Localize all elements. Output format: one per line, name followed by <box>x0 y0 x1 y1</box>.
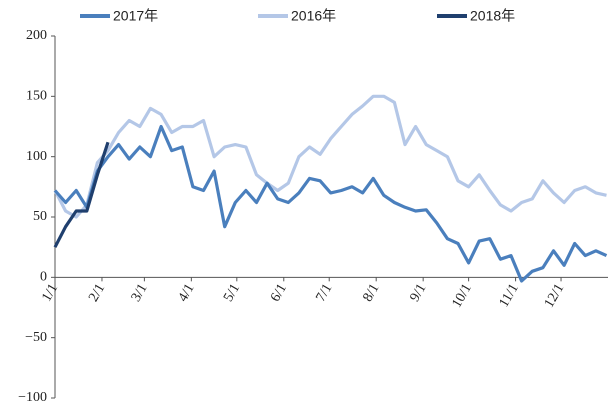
legend-label: 2016年 <box>291 8 336 24</box>
series-line <box>53 141 110 248</box>
x-tick-label: 1/1 <box>39 281 61 304</box>
x-tick-label: 10/1 <box>449 281 474 310</box>
y-tick-label: −100 <box>18 390 47 405</box>
x-tick-label: 12/1 <box>542 281 567 310</box>
x-tick-label: 6/1 <box>268 281 290 304</box>
y-tick-label: 150 <box>26 89 47 104</box>
legend-label: 2017年 <box>113 8 158 24</box>
series-line <box>53 94 607 219</box>
y-tick-label: 200 <box>26 28 47 43</box>
x-tick-label: 2/1 <box>86 281 108 304</box>
x-tick-label: 4/1 <box>176 281 198 304</box>
x-tick-label: 5/1 <box>221 281 243 304</box>
y-tick-label: 0 <box>40 270 47 285</box>
legend-label: 2018年 <box>470 8 515 24</box>
series-line <box>53 124 608 283</box>
y-tick-label: 100 <box>26 149 47 164</box>
x-tick-label: 8/1 <box>361 281 383 304</box>
x-tick-label: 7/1 <box>314 281 336 304</box>
x-tick-label: 3/1 <box>129 281 151 304</box>
x-tick-label: 11/1 <box>497 281 522 310</box>
y-tick-label: −50 <box>25 330 47 345</box>
x-tick-label: 9/1 <box>407 281 429 304</box>
y-tick-label: 50 <box>33 209 47 224</box>
